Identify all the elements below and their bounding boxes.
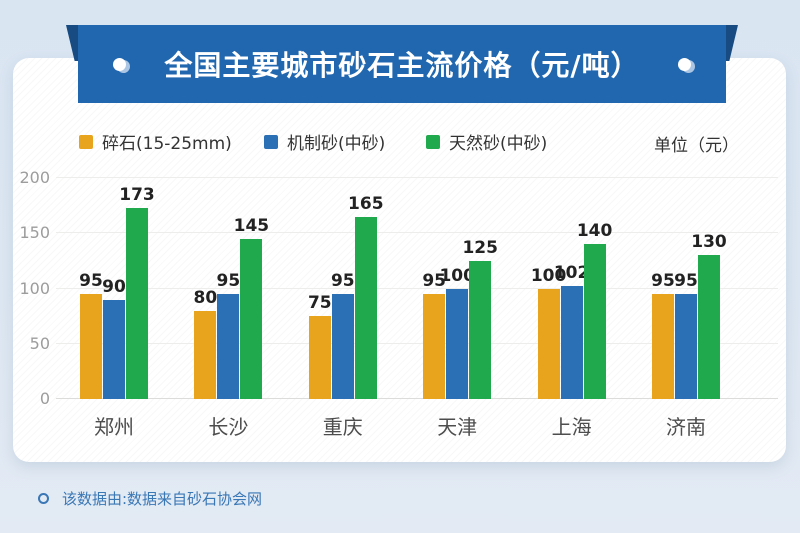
legend-item-natural-sand: 天然砂(中砂) bbox=[426, 129, 547, 154]
bar-value-label: 130 bbox=[691, 232, 727, 253]
x-axis-label: 长沙 bbox=[208, 415, 249, 439]
bar-value-label: 95 bbox=[651, 271, 675, 292]
legend-swatch-green-icon bbox=[426, 134, 440, 149]
gridline bbox=[56, 287, 778, 289]
gridline bbox=[56, 232, 778, 234]
bar-value-label: 95 bbox=[330, 271, 355, 292]
bar-value-label: 90 bbox=[102, 276, 126, 297]
legend-item-machine-sand: 机制砂(中砂) bbox=[264, 129, 385, 154]
legend-label: 碎石(15-25mm) bbox=[102, 134, 232, 154]
x-axis-label: 重庆 bbox=[322, 415, 363, 439]
bar-group: 75 95 165 bbox=[307, 195, 384, 399]
y-axis-tick-label: 50 bbox=[29, 333, 50, 353]
y-axis-tick-label: 150 bbox=[19, 223, 50, 243]
y-axis-tick-label: 200 bbox=[19, 168, 50, 187]
bar-value-label: 102 bbox=[553, 263, 590, 284]
bar-value-label: 125 bbox=[462, 237, 498, 258]
ribbon-fold-left bbox=[66, 25, 78, 61]
bar-value-label: 95 bbox=[216, 271, 241, 292]
bar: 173 bbox=[119, 186, 155, 399]
bar-value-label: 80 bbox=[193, 287, 218, 308]
circle-bullet-icon bbox=[38, 493, 49, 504]
bar: 95 bbox=[651, 273, 675, 399]
bar-value-label: 95 bbox=[422, 271, 447, 292]
plot-area: 0 50 100 150 200 95 90 173 郑州 80 95 145 长沙 75 95 165 重庆 9… bbox=[19, 170, 778, 437]
bar-group: 95 95 130 bbox=[650, 234, 727, 399]
gridline bbox=[56, 398, 778, 399]
bar-group: 95 100 125 bbox=[421, 239, 498, 399]
bar: 100 bbox=[439, 267, 475, 399]
bar: 90 bbox=[102, 278, 126, 399]
bar-value-label: 173 bbox=[119, 184, 155, 205]
legend-item-crushed-stone: 碎石(15-25mm) bbox=[79, 129, 232, 154]
bar: 140 bbox=[577, 223, 612, 399]
bar-value-label: 95 bbox=[674, 271, 698, 292]
x-axis-label: 天津 bbox=[437, 415, 478, 439]
bar-value-label: 100 bbox=[439, 265, 475, 286]
bar: 130 bbox=[691, 234, 727, 399]
gridline bbox=[56, 177, 778, 178]
bar-value-label: 95 bbox=[79, 271, 103, 292]
bar-value-label: 100 bbox=[530, 265, 567, 286]
bar-value-label: 165 bbox=[348, 193, 384, 214]
bar: 125 bbox=[462, 239, 498, 399]
unit-label: 单位（元） bbox=[654, 136, 739, 156]
bar: 102 bbox=[554, 265, 589, 399]
gridline bbox=[56, 342, 778, 344]
bar-value-label: 140 bbox=[576, 221, 613, 242]
bar: 75 bbox=[308, 295, 332, 399]
legend-swatch-orange-icon bbox=[79, 134, 93, 149]
bar: 100 bbox=[531, 267, 566, 399]
legend-label: 天然砂(中砂) bbox=[449, 134, 548, 154]
bar-value-label: 75 bbox=[307, 293, 332, 314]
y-axis-tick-label: 100 bbox=[19, 278, 50, 298]
title-banner: 全国主要城市砂石主流价格（元/吨） bbox=[78, 25, 726, 103]
page-title: 全国主要城市砂石主流价格（元/吨） bbox=[164, 49, 640, 82]
bar: 80 bbox=[194, 289, 217, 399]
bar: 95 bbox=[331, 273, 355, 399]
title-dot-left-icon bbox=[113, 57, 127, 71]
legend-label: 机制砂(中砂) bbox=[287, 134, 386, 154]
bar-group: 100 102 140 bbox=[531, 223, 612, 399]
legend-swatch-blue-icon bbox=[264, 134, 278, 149]
bar: 145 bbox=[234, 217, 269, 399]
x-axis-label: 济南 bbox=[666, 415, 706, 439]
y-axis-tick-label: 0 bbox=[39, 389, 50, 408]
bar-value-label: 145 bbox=[233, 215, 270, 236]
x-axis-label: 上海 bbox=[551, 415, 592, 439]
bar-group: 95 90 173 bbox=[78, 186, 155, 399]
bar: 95 bbox=[674, 273, 698, 399]
bar: 95 bbox=[217, 273, 240, 399]
ribbon-fold-right bbox=[726, 25, 738, 61]
data-source-note: 该数据由:数据来自砂石协会网 bbox=[62, 490, 263, 508]
data-source-footer: 该数据由:数据来自砂石协会网 bbox=[38, 488, 262, 509]
bar: 95 bbox=[79, 273, 103, 399]
bar-group: 80 95 145 bbox=[192, 217, 269, 399]
x-axis-label: 郑州 bbox=[94, 415, 134, 439]
bar: 165 bbox=[348, 195, 384, 399]
bar: 95 bbox=[422, 273, 446, 399]
title-dot-right-icon bbox=[677, 57, 691, 71]
